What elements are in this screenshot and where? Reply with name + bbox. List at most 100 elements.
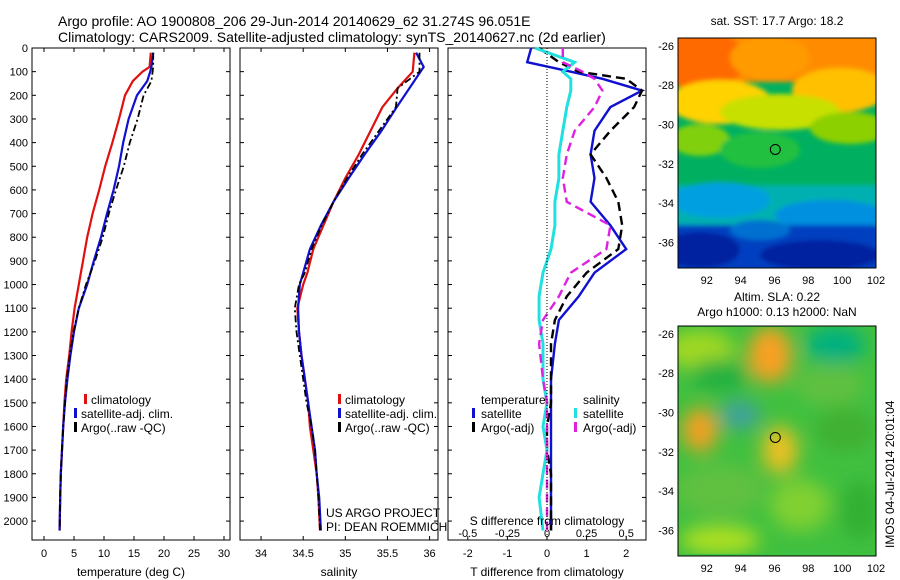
depth-tick-label: 2000 (4, 516, 28, 528)
legend-label-climatology: climatology (91, 393, 151, 407)
map-lon-tick-label: 94 (734, 275, 746, 287)
credit-project: US ARGO PROJECT (326, 506, 441, 520)
legend-swatch-s-satellite (574, 408, 577, 418)
legend-label-argo: Argo(..raw -QC) (81, 421, 166, 435)
salinity-xlabel: salinity (321, 565, 358, 579)
sst-map-title: sat. SST: 17.7 Argo: 18.2 (711, 14, 844, 28)
s-tick-label: -0.25 (495, 528, 520, 540)
depth-tick-label: 700 (10, 209, 28, 221)
sla-argo-location-marker (769, 431, 781, 443)
diff-line-salinity-argo-adj- (537, 48, 612, 531)
imos-timestamp: IMOS 04-Jul-2014 20:01:04 (883, 400, 897, 548)
x-tick-label: 35.5 (377, 548, 398, 560)
x-tick-label: 30 (218, 548, 230, 560)
map-lon-tick-label: 92 (701, 563, 713, 575)
depth-tick-label: 100 (10, 67, 28, 79)
map-lon-tick-label: 92 (701, 275, 713, 287)
map-lat-tick-label: -34 (658, 486, 674, 498)
temperature-panel-frame (31, 47, 231, 541)
legend-swatch-t-argo (472, 422, 475, 432)
depth-tick-label: 1300 (4, 351, 28, 363)
x-tick-label: -2 (463, 548, 473, 560)
legend-swatch-satellite (74, 408, 77, 418)
axis-ticks-layer: 0100200300400500600700800900100011001200… (4, 41, 886, 575)
sla-map-image (678, 326, 876, 556)
depth-tick-label: 1500 (4, 398, 28, 410)
legend-label-t-argo: Argo(-adj) (481, 421, 534, 435)
diff-line-temperature-argo-adj- (538, 47, 644, 531)
header-line-2: Climatology: CARS2009. Satellite-adjuste… (58, 29, 606, 45)
map-lon-tick-label: 100 (833, 563, 851, 575)
map-lat-tick-label: -36 (658, 525, 674, 537)
depth-tick-label: 1000 (4, 280, 28, 292)
legend-label-climatology: climatology (345, 393, 405, 407)
x-tick-label: -1 (503, 548, 513, 560)
depth-tick-label: 1800 (4, 469, 28, 481)
series-line-satellite-adj-clim- (58, 52, 155, 531)
header-line-1: Argo profile: AO 1900808_206 29-Jun-2014… (58, 13, 531, 29)
map-lon-tick-label: 94 (734, 563, 746, 575)
map-lon-tick-label: 96 (768, 563, 780, 575)
sla-map-frame (677, 325, 877, 557)
series-line-argo-raw-qc- (293, 52, 421, 531)
series-layer (58, 46, 646, 531)
legend-label-satellite: satellite-adj. clim. (81, 407, 173, 421)
depth-tick-label: 1400 (4, 374, 28, 386)
x-tick-label: 25 (188, 548, 200, 560)
legend-title-salinity: salinity (583, 393, 620, 407)
legend-label-satellite: satellite-adj. clim. (345, 407, 437, 421)
map-lat-tick-label: -32 (658, 159, 674, 171)
diff-line-temperature-satellite (525, 47, 646, 531)
map-lat-tick-label: -26 (658, 41, 674, 53)
depth-tick-label: 0 (22, 43, 28, 55)
map-lat-tick-label: -28 (658, 80, 674, 92)
depth-tick-label: 1700 (4, 445, 28, 457)
legend-label-argo: Argo(..raw -QC) (345, 421, 430, 435)
legend-swatch-satellite (338, 408, 341, 418)
sst-argo-location-marker (769, 143, 781, 155)
depth-tick-label: 1900 (4, 492, 28, 504)
diff-line-salinity-satellite (534, 46, 578, 531)
x-tick-label: 5 (71, 548, 77, 560)
difference-xlabel-top: S difference from climatology (470, 514, 625, 528)
map-lat-tick-label: -28 (658, 368, 674, 380)
x-tick-label: 1 (584, 548, 590, 560)
series-line-satellite-adj-clim- (296, 52, 425, 531)
x-tick-label: 34.5 (292, 548, 313, 560)
depth-tick-label: 800 (10, 232, 28, 244)
map-lon-tick-label: 102 (867, 275, 885, 287)
legend-title-temperature: temperature (481, 393, 546, 407)
x-tick-label: 35 (339, 548, 351, 560)
legend-swatch-t-satellite (472, 408, 475, 418)
depth-tick-label: 1100 (4, 303, 28, 315)
x-tick-label: 34 (255, 548, 267, 560)
s-tick-label: 0.5 (619, 528, 634, 540)
sla-map-title: Altim. SLA: 0.22 (734, 290, 820, 304)
legend-swatch-argo (74, 422, 77, 432)
series-line-climatology (296, 52, 416, 531)
legend-swatch-argo (338, 422, 341, 432)
credit-pi: PI: DEAN ROEMMICH (326, 520, 447, 534)
salinity-legend: climatology satellite-adj. clim. Argo(..… (338, 393, 437, 435)
series-line-climatology (58, 52, 152, 531)
x-tick-label: 2 (623, 548, 629, 560)
sst-map-frame (677, 37, 877, 269)
legend-swatch-climatology (84, 394, 87, 404)
depth-tick-label: 500 (10, 161, 28, 173)
salinity-panel-frame (239, 47, 439, 541)
legend-swatch-climatology (338, 394, 341, 404)
difference-xlabel: T difference from climatology (470, 565, 624, 579)
temperature-legend: climatology satellite-adj. clim. Argo(..… (74, 393, 173, 435)
depth-tick-label: 600 (10, 185, 28, 197)
map-lon-tick-label: 96 (768, 275, 780, 287)
x-tick-label: 36 (423, 548, 435, 560)
temperature-xlabel: temperature (deg C) (77, 565, 185, 579)
legend-label-t-satellite: satellite (481, 407, 522, 421)
x-tick-label: 20 (158, 548, 170, 560)
depth-tick-label: 1200 (4, 327, 28, 339)
map-lon-tick-label: 98 (802, 275, 814, 287)
map-lat-tick-label: -32 (658, 447, 674, 459)
depth-tick-label: 900 (10, 256, 28, 268)
depth-tick-label: 300 (10, 114, 28, 126)
